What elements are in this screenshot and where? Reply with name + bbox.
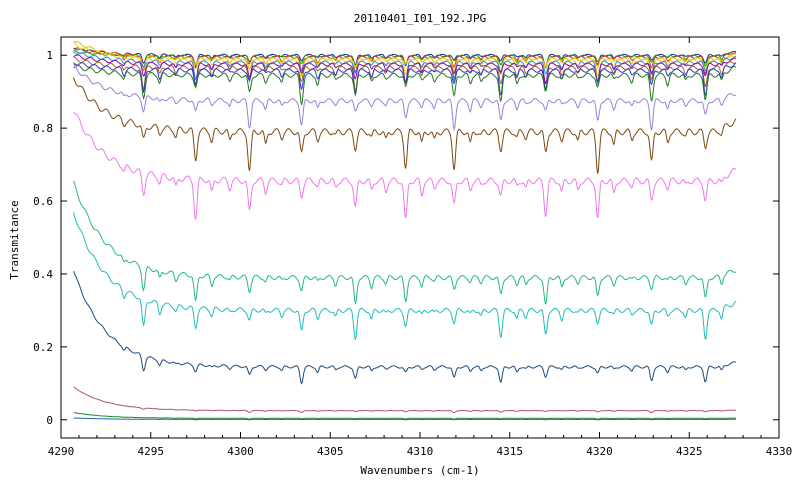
x-tick-label: 4305 — [317, 445, 344, 458]
series-line — [73, 180, 737, 306]
y-axis-label: Transmitance — [8, 200, 21, 279]
y-tick-label: 0.8 — [33, 122, 53, 135]
x-tick-label: 4290 — [48, 445, 75, 458]
axis-ticks: 4290 4295 4300 4305 4310 4315 4320 4325 4330 0 0.2… — [33, 37, 792, 458]
series-line — [73, 212, 737, 341]
series-line — [73, 386, 736, 414]
series-line — [73, 412, 736, 420]
x-tick-label: 4300 — [227, 445, 254, 458]
plot-frame — [60, 36, 780, 439]
y-tick-label: 0.4 — [33, 268, 53, 281]
x-tick-label: 4295 — [138, 445, 165, 458]
series-line — [73, 64, 737, 106]
y-tick-label: 0 — [46, 414, 53, 427]
x-tick-label: 4310 — [407, 445, 434, 458]
series-line — [73, 417, 736, 421]
x-tick-label: 4330 — [766, 445, 793, 458]
y-tick-label: 0.6 — [33, 195, 53, 208]
series-line — [73, 63, 737, 132]
x-tick-label: 4320 — [586, 445, 613, 458]
series-line — [73, 271, 737, 385]
chart-title: 20110401_I01_192.JPG — [354, 12, 486, 25]
x-tick-label: 4325 — [676, 445, 703, 458]
x-axis-label: Wavenumbers (cm-1) — [360, 464, 479, 477]
series-line — [73, 77, 737, 174]
series-line — [73, 111, 737, 220]
series-group — [73, 41, 737, 421]
y-tick-label: 0.2 — [33, 341, 53, 354]
y-tick-label: 1 — [46, 49, 53, 62]
x-tick-label: 4315 — [497, 445, 524, 458]
